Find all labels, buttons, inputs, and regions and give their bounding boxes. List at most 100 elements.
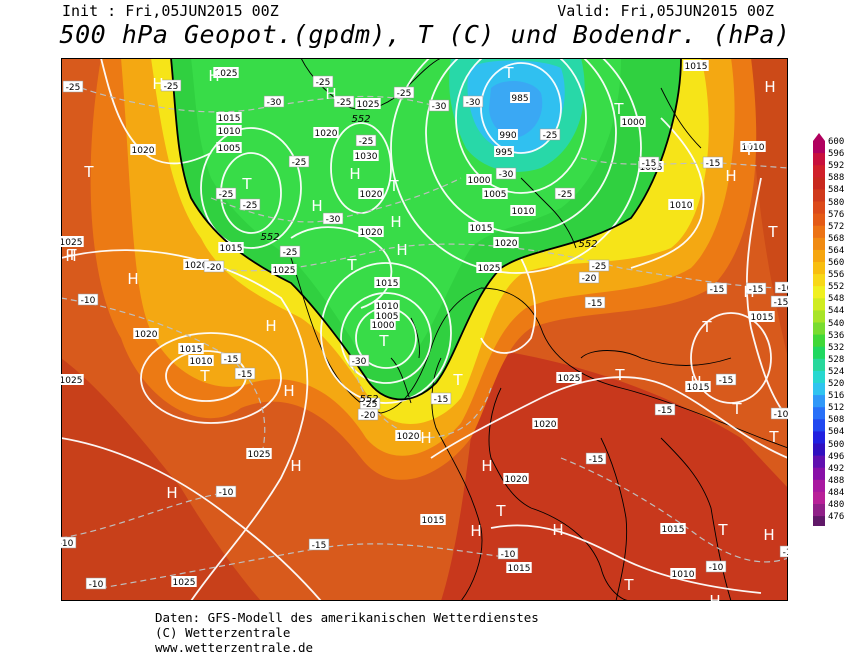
legend-level-label: 484 [828, 487, 845, 498]
footer-source: Daten: GFS-Modell des amerikanischen Wet… [155, 610, 539, 625]
isobar-label: 1010 [374, 300, 400, 312]
legend-level-label: 592 [828, 161, 845, 172]
isotherm-label-text: -25 [397, 89, 412, 99]
isobar-label-text: 1020 [360, 228, 383, 238]
isotherm-label-text: -25 [164, 82, 179, 92]
isotherm-label-text: -25 [363, 400, 378, 410]
isobar-label-text: 1015 [376, 279, 399, 289]
isotherm-label: -20 [357, 408, 379, 421]
legend-swatch [813, 431, 825, 444]
isotherm-label-text: -30 [466, 98, 481, 108]
high-pressure-marker: H [690, 373, 701, 391]
isobar-label: 1020 [532, 418, 558, 430]
legend-level-label: 536 [828, 330, 845, 341]
isotherm-label-text: -15 [434, 395, 449, 405]
isotherm-label: -25 [554, 187, 576, 200]
isobar-label-text: 1025 [173, 578, 196, 588]
isobars [61, 58, 788, 601]
legend-swatch [813, 455, 825, 469]
valid-time: Valid: Fri,05JUN2015 00Z [557, 2, 774, 20]
high-pressure-marker: H [152, 75, 163, 93]
isotherm-label: -25 [62, 80, 84, 93]
high-pressure-marker: H [290, 457, 301, 475]
isobar-label: 1025 [556, 372, 582, 384]
legend-swatch [813, 274, 825, 287]
high-pressure-marker: H [65, 247, 76, 265]
high-pressure-marker: H [390, 213, 401, 231]
legend-level-label: 532 [828, 342, 845, 353]
isotherm-label-text: -10 [61, 539, 74, 549]
isotherm-label-text: -15 [588, 299, 603, 309]
legend-swatch [813, 189, 825, 202]
isotherm-label: -15 [430, 392, 452, 405]
isotherm-label: -30 [322, 212, 344, 225]
isotherm-label: -25 [588, 259, 610, 272]
low-pressure-marker: T [241, 175, 252, 193]
isobar-label: 1025 [61, 374, 84, 386]
legend-level-label: 564 [828, 245, 845, 256]
isobar-label: 990 [498, 129, 518, 141]
legend-level-label: 600 [828, 137, 845, 147]
isobar-label-text: 1020 [505, 475, 528, 485]
isotherm-label-text: -10 [89, 580, 104, 590]
legend-level-label: 516 [828, 391, 845, 402]
high-pressure-marker: H [552, 521, 563, 539]
isobar-label: 1020 [358, 226, 384, 238]
isotherm-label-text: -25 [592, 262, 607, 272]
isotherm-label-text: -10 [219, 488, 234, 498]
isotherm-label: -15 [706, 282, 728, 295]
legend-level-label: 524 [828, 366, 845, 377]
isobar-label: 1020 [133, 328, 159, 340]
isobar-label: 1030 [353, 150, 379, 162]
map-title: 500 hPa Geopot.(gpdm), T (C) und Bodendr… [59, 20, 791, 49]
isobar-label-text: 1000 [372, 321, 395, 331]
low-pressure-marker: T [83, 163, 94, 181]
legend-swatch [813, 479, 825, 493]
legend-swatch [813, 177, 825, 190]
isotherm-label-text: -25 [359, 137, 374, 147]
isobar-label: 1010 [668, 199, 694, 211]
legend-swatch [813, 334, 825, 348]
isotherm-label: -30 [495, 167, 517, 180]
legend-swatch [813, 370, 825, 384]
field-dark-sw [61, 358, 261, 601]
isobar-label: 1020 [358, 188, 384, 200]
isotherm-label-text: -10 [81, 296, 96, 306]
legend-level-label: 588 [828, 173, 845, 184]
isotherm-label-text: -10 [709, 563, 724, 573]
high-pressure-marker: H [283, 382, 294, 400]
isotherm-label: -20 [578, 271, 600, 284]
isotherm-label: -15 [702, 156, 724, 169]
high-pressure-marker: H [709, 592, 720, 601]
isotherm-label: -20 [203, 260, 225, 273]
legend-level-label: 580 [828, 197, 845, 208]
isotherm-label-text: -10 [501, 550, 516, 560]
legend-level-label: 560 [828, 258, 845, 268]
isotherm-label: -25 [160, 79, 182, 92]
isobar-label-text: 1025 [273, 266, 296, 276]
isotherm-label: -30 [462, 95, 484, 108]
legend-swatch [813, 346, 825, 360]
isotherm-label-text: -15 [710, 285, 725, 295]
low-pressure-marker: T [768, 428, 779, 446]
high-pressure-marker: H [265, 317, 276, 335]
isotherm-label-text: -25 [243, 201, 258, 211]
high-pressure-marker: H [764, 78, 775, 96]
low-pressure-marker: T [378, 332, 389, 350]
isotherm-label: -15 [308, 538, 330, 551]
isotherm-label: -10 [774, 281, 788, 294]
isotherm-label: -25 [393, 86, 415, 99]
footer-website[interactable]: www.wetterzentrale.de [155, 640, 314, 655]
legend-swatch [813, 395, 825, 408]
low-pressure-marker: T [623, 576, 634, 594]
legend-level-label: 500 [828, 439, 845, 450]
high-pressure-marker: H [396, 241, 407, 259]
isobar-label: 1015 [178, 343, 204, 355]
isobar-label-text: 1015 [470, 224, 493, 234]
high-pressure-marker: H [743, 283, 754, 301]
color-legend [813, 133, 825, 526]
isobar-label-text: 1025 [215, 69, 238, 79]
isobar-label: 1005 [482, 188, 508, 200]
geopotential-label: 552 [260, 232, 279, 243]
low-pressure-marker: T [388, 177, 399, 195]
